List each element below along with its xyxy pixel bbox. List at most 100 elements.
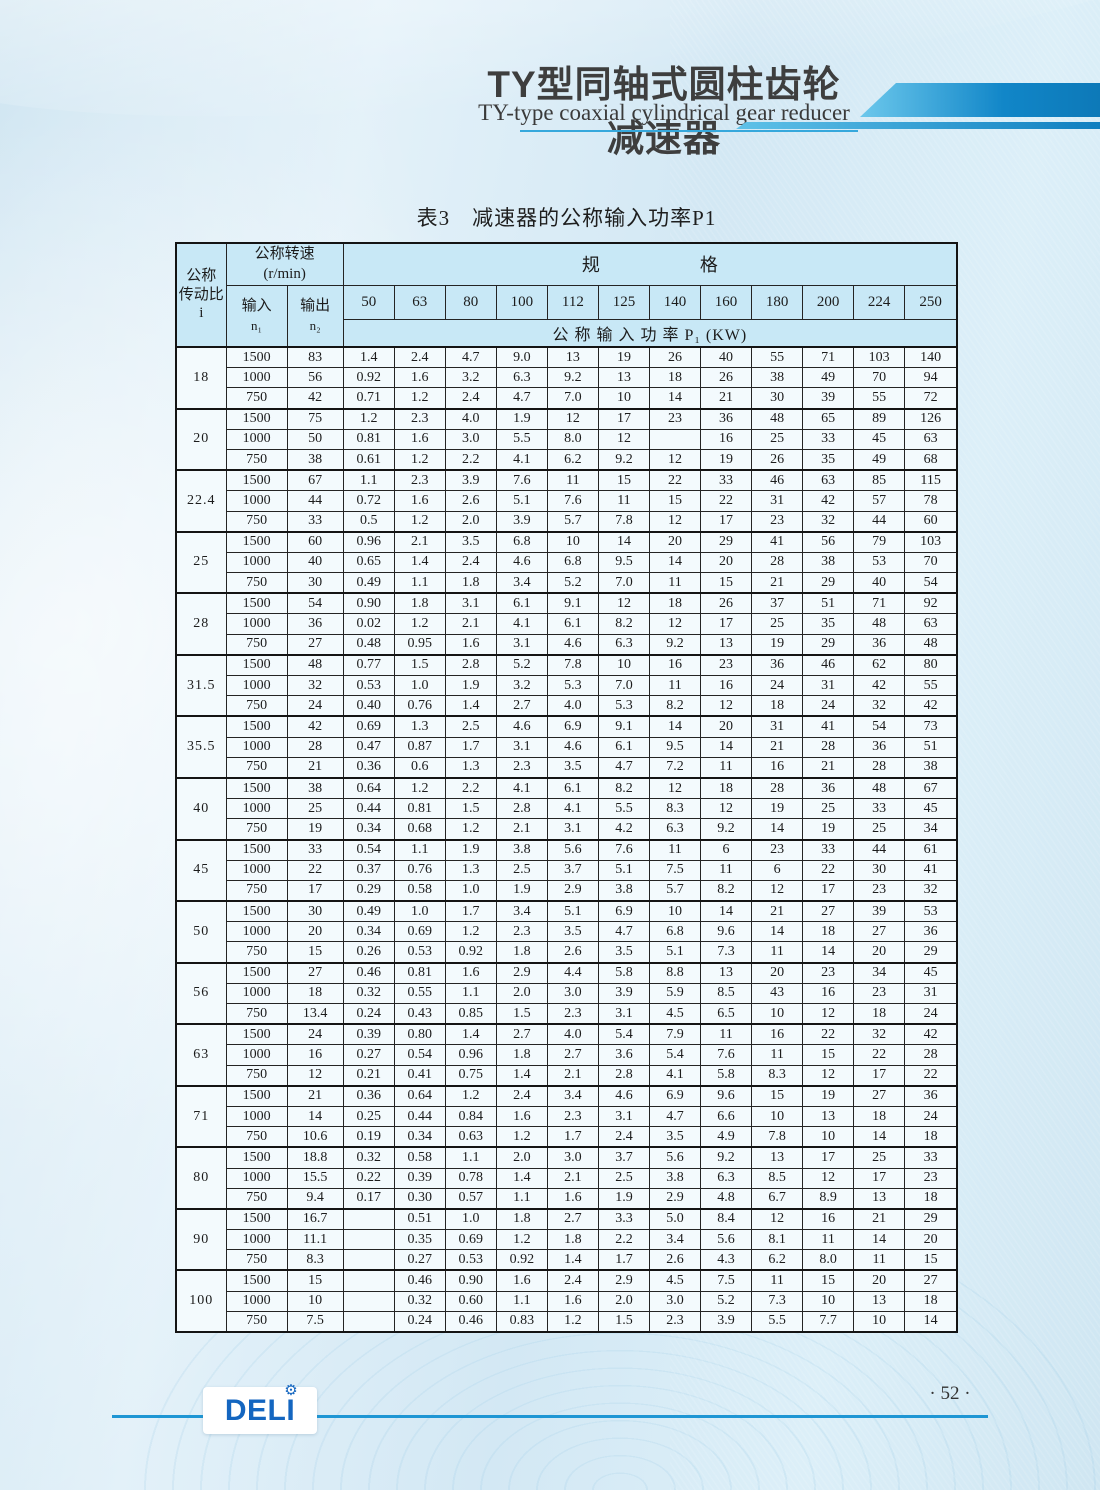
power-value-cell: 45 (904, 961, 958, 984)
power-value-cell: 1.1 (342, 469, 395, 492)
power-value-cell: 18 (648, 592, 702, 615)
power-value-cell: 11 (648, 838, 702, 861)
power-value-cell: 27 (904, 1269, 958, 1292)
output-speed-cell: 14 (286, 1105, 344, 1128)
power-value-cell: 1.1 (393, 572, 446, 594)
spec-size-header-cell: 250 (904, 284, 958, 320)
spec-size-header-cell: 140 (648, 284, 702, 320)
power-value-cell: 23 (853, 982, 906, 1005)
input-speed-symbol: n₁ (251, 318, 263, 334)
power-value-cell: 2.1 (495, 818, 548, 840)
power-value-cell: 4.1 (495, 448, 548, 471)
power-value-cell: 2.9 (648, 1187, 702, 1210)
power-value-cell: 2.4 (597, 1126, 650, 1148)
power-value-cell: 36 (904, 921, 958, 943)
power-value-cell: 9.2 (700, 1146, 753, 1169)
power-value-cell: 2.9 (495, 961, 548, 984)
table-row: 18 1500 83 1.4 2.4 4.7 9.0 13 19 26 40 55 71 103 140 (175, 346, 958, 410)
power-value-cell: 33 (904, 1146, 958, 1169)
ratio-cell: 45 (175, 838, 227, 902)
input-speed-cell: 1000 (225, 1044, 288, 1066)
power-value-cell: 63 (802, 469, 855, 492)
power-value-cell: 7.6 (495, 469, 548, 492)
output-speed-cell: 38 (286, 776, 344, 800)
output-speed-cell: 32 (286, 674, 344, 697)
table-row: 45 1500 33 0.54 1.1 1.9 3.8 5.6 7.6 11 6 23 33 44 61 (175, 838, 958, 902)
power-value-cell: 23 (700, 653, 753, 676)
power-value-cell: 11 (802, 1229, 855, 1251)
power-value-cell: 0.26 (342, 941, 395, 964)
power-value-cell: 7.9 (648, 1023, 702, 1046)
power-value-cell: 7.3 (700, 941, 753, 964)
input-speed-cell: 1000 (225, 490, 288, 512)
power-value-cell: 3.8 (597, 879, 650, 902)
power-value-cell: 19 (802, 818, 855, 840)
power-value-cell: 12 (802, 1064, 855, 1087)
power-value-cell: 6.3 (700, 1167, 753, 1189)
power-value-cell: 2.4 (444, 387, 497, 410)
power-value-cell: 0.90 (444, 1269, 497, 1292)
power-value-cell: 22 (700, 490, 753, 512)
power-value-cell: 85 (853, 469, 906, 492)
power-table: 公称 传动比 i 公称转速 (r/min) 规 格 (175, 242, 958, 1333)
power-value-cell: 5.0 (648, 1207, 702, 1231)
power-value-cell: 26 (700, 592, 753, 615)
output-speed-cell: 19 (286, 818, 344, 840)
output-speed-symbol: n₂ (309, 318, 321, 334)
power-value-cell: 6.2 (546, 448, 599, 471)
power-value-cell: 15 (597, 469, 650, 492)
power-value-cell: 29 (802, 572, 855, 594)
power-value-cell: 36 (904, 1084, 958, 1107)
power-value-cell: 11 (751, 1044, 804, 1066)
output-speed-cell: 16.7 (286, 1207, 344, 1231)
power-value-cell: 48 (853, 776, 906, 800)
power-value-cell: 1.0 (393, 900, 446, 923)
power-value-cell: 2.2 (444, 448, 497, 471)
power-value-cell: 0.25 (342, 1105, 395, 1128)
power-value-cell: 14 (853, 1229, 906, 1251)
power-value-cell: 5.6 (700, 1229, 753, 1251)
power-value-cell: 41 (904, 859, 958, 881)
power-value-cell: 94 (904, 367, 958, 389)
output-speed-cell: 24 (286, 695, 344, 717)
table-row: 100 1500 15 0.46 0.90 1.6 2.4 2.9 4.5 7.5 11 15 20 27 (175, 1269, 958, 1333)
power-value-cell: 42 (802, 490, 855, 512)
table-row: 1000 15.5 0.22 0.39 0.78 1.4 2.1 2.5 3.8 6.3 8.5 12… (176, 1167, 958, 1189)
power-value-cell: 3.7 (597, 1146, 650, 1169)
power-value-cell: 20 (904, 1229, 958, 1251)
power-value-cell: 8.0 (546, 428, 599, 450)
power-value-cell: 0.39 (342, 1023, 395, 1046)
power-value-cell: 0.76 (393, 695, 446, 717)
power-value-cell: 9.2 (597, 448, 650, 471)
power-value-cell: 45 (904, 798, 958, 820)
table-body: 18 1500 83 1.4 2.4 4.7 9.0 13 19 26 40 55 71 103 140 10… (175, 346, 958, 1333)
power-value-cell: 18 (802, 921, 855, 943)
power-value-cell: 11 (700, 756, 753, 779)
power-value-cell: 1.7 (597, 1249, 650, 1271)
power-value-cell: 4.6 (546, 736, 599, 758)
power-value-cell: 6.9 (597, 900, 650, 923)
power-value-cell: 1.7 (444, 736, 497, 758)
table-row: 80 1500 18.8 0.32 0.58 1.1 2.0 3.0 3.7 5.6 9.2 13 17… (175, 1146, 958, 1210)
power-header: 公 称 输 入 功 率 P₁ (KW) (342, 318, 958, 348)
power-value-cell: 35 (802, 613, 855, 635)
power-value-cell: 9.5 (648, 736, 702, 758)
power-value-cell: 6.8 (495, 530, 548, 553)
table-row: 1000 44 0.72 1.6 2.6 5.1 7.6 11 15 22 31 42 57 78 (176, 490, 958, 512)
power-value-cell: 9.6 (700, 1084, 753, 1107)
power-value-cell: 46 (751, 469, 804, 492)
output-speed-cell: 12 (286, 1064, 344, 1087)
input-speed-cell: 1500 (225, 776, 288, 800)
input-speed-cell: 750 (225, 695, 288, 717)
power-value-cell: 0.44 (342, 798, 395, 820)
power-value-cell: 10 (546, 530, 599, 553)
power-value-cell: 0.75 (444, 1064, 497, 1087)
power-value-cell: 16 (648, 653, 702, 676)
power-value-cell: 0.47 (342, 736, 395, 758)
power-value-cell: 3.9 (597, 982, 650, 1005)
table-row: 1000 11.1 0.35 0.69 1.2 1.8 2.2 3.4 5.6 8.1 11 14 20 (176, 1229, 958, 1251)
power-value-cell: 44 (853, 838, 906, 861)
power-value-cell: 36 (700, 407, 753, 430)
power-value-cell: 63 (904, 428, 958, 450)
power-value-cell: 0.87 (393, 736, 446, 758)
